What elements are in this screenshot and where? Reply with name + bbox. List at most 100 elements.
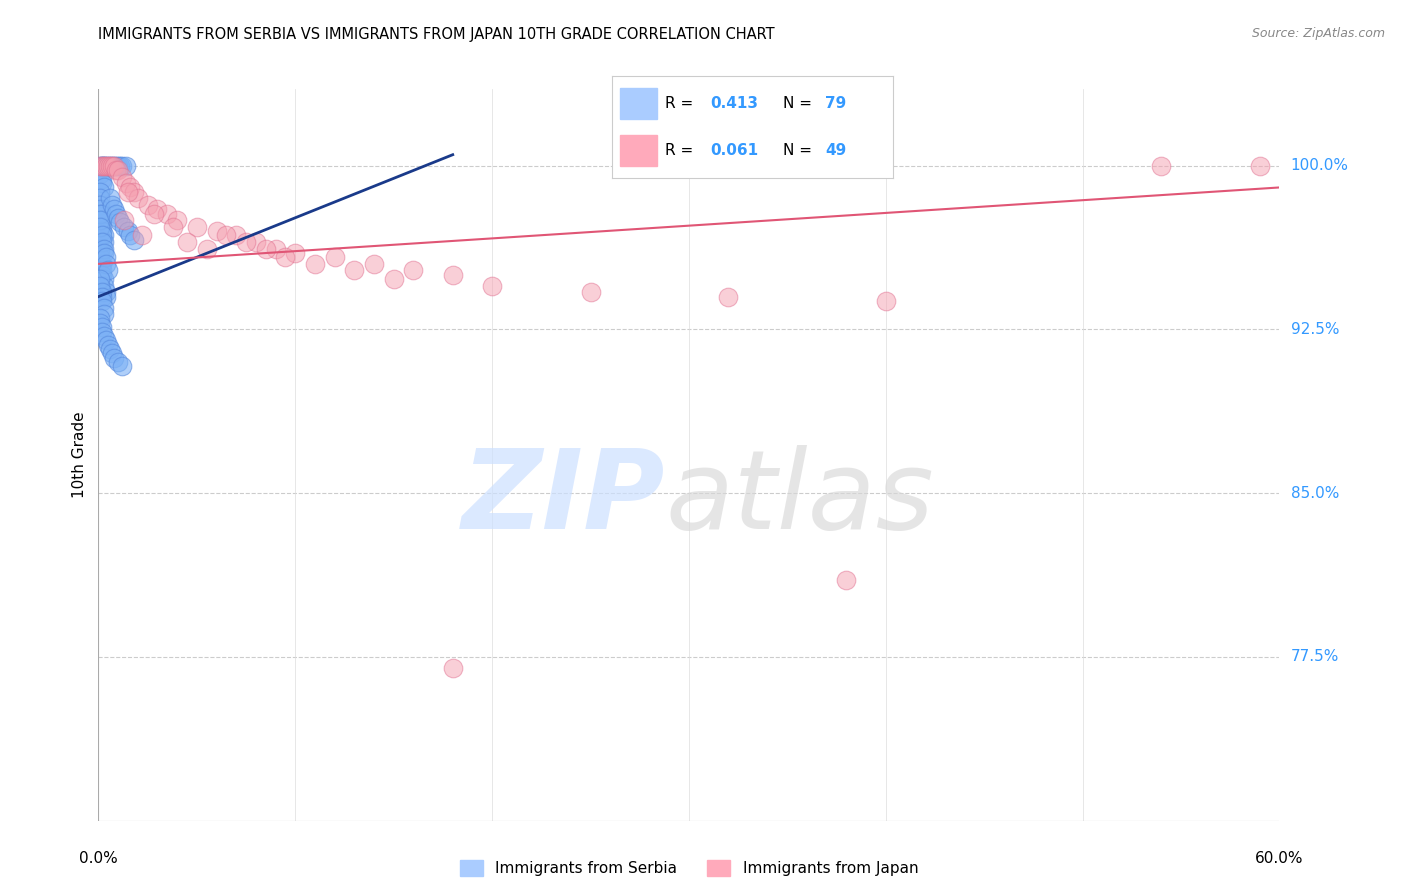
Point bbox=[103, 351, 125, 365]
Point bbox=[93, 278, 115, 293]
Text: 60.0%: 60.0% bbox=[1256, 851, 1303, 866]
Point bbox=[105, 159, 128, 173]
Text: 100.0%: 100.0% bbox=[1291, 158, 1348, 173]
Text: N =: N = bbox=[783, 96, 817, 111]
Point bbox=[107, 159, 129, 173]
Point bbox=[875, 293, 897, 308]
Point bbox=[105, 163, 128, 178]
Point bbox=[103, 159, 125, 173]
Point bbox=[122, 233, 145, 247]
Point bbox=[343, 263, 366, 277]
Point bbox=[96, 250, 118, 264]
Point bbox=[91, 207, 114, 221]
Point bbox=[91, 159, 114, 173]
Point bbox=[142, 207, 165, 221]
Point bbox=[166, 213, 188, 227]
Point bbox=[91, 219, 114, 234]
Legend: Immigrants from Serbia, Immigrants from Japan: Immigrants from Serbia, Immigrants from … bbox=[454, 855, 924, 882]
Point bbox=[93, 180, 115, 194]
Point bbox=[96, 257, 118, 271]
Point bbox=[98, 159, 121, 173]
Point bbox=[98, 342, 121, 356]
Text: IMMIGRANTS FROM SERBIA VS IMMIGRANTS FROM JAPAN 10TH GRADE CORRELATION CHART: IMMIGRANTS FROM SERBIA VS IMMIGRANTS FRO… bbox=[98, 27, 775, 42]
Point bbox=[111, 359, 134, 374]
Point bbox=[89, 242, 111, 256]
Point bbox=[93, 242, 115, 256]
Point bbox=[441, 661, 464, 675]
Point bbox=[89, 202, 111, 217]
Point bbox=[111, 169, 134, 184]
Point bbox=[245, 235, 267, 249]
Point bbox=[107, 355, 129, 369]
Point bbox=[93, 228, 115, 243]
Point bbox=[98, 159, 121, 173]
Point bbox=[89, 250, 111, 264]
Point bbox=[274, 250, 297, 264]
Point bbox=[101, 159, 124, 173]
Point bbox=[112, 213, 135, 227]
Point bbox=[101, 346, 124, 360]
Point bbox=[195, 242, 218, 256]
Text: 0.413: 0.413 bbox=[710, 96, 758, 111]
Point bbox=[91, 268, 114, 282]
Point bbox=[481, 278, 503, 293]
Point bbox=[93, 235, 115, 249]
Point bbox=[89, 278, 111, 293]
Point bbox=[91, 320, 114, 334]
Point bbox=[91, 285, 114, 300]
Point bbox=[98, 191, 121, 205]
Point bbox=[1150, 159, 1173, 173]
Point bbox=[136, 198, 159, 212]
Text: R =: R = bbox=[665, 96, 699, 111]
Point bbox=[176, 235, 198, 249]
Point bbox=[122, 185, 145, 199]
Point bbox=[254, 242, 277, 256]
Point bbox=[111, 159, 134, 173]
Point bbox=[186, 219, 208, 234]
Point bbox=[284, 246, 307, 260]
Bar bbox=[620, 88, 657, 119]
Point bbox=[835, 574, 858, 588]
Point bbox=[112, 219, 135, 234]
Point bbox=[97, 337, 120, 351]
Point bbox=[91, 290, 114, 304]
Y-axis label: 10th Grade: 10th Grade bbox=[72, 411, 87, 499]
Point bbox=[117, 224, 139, 238]
Point bbox=[93, 301, 115, 315]
Point bbox=[89, 219, 111, 234]
Point bbox=[323, 250, 346, 264]
Text: 92.5%: 92.5% bbox=[1291, 322, 1339, 337]
Point bbox=[108, 215, 131, 229]
Point bbox=[91, 224, 114, 238]
Point bbox=[89, 163, 111, 178]
Point bbox=[89, 167, 111, 181]
Point bbox=[93, 159, 115, 173]
Text: ZIP: ZIP bbox=[461, 445, 665, 552]
Point bbox=[91, 171, 114, 186]
Point bbox=[89, 213, 111, 227]
Point bbox=[91, 257, 114, 271]
Point bbox=[89, 198, 111, 212]
Point bbox=[225, 228, 247, 243]
Text: 79: 79 bbox=[825, 96, 846, 111]
Point bbox=[108, 159, 131, 173]
Point bbox=[91, 159, 114, 173]
Point bbox=[96, 159, 118, 173]
Point bbox=[93, 159, 115, 173]
Point bbox=[118, 228, 141, 243]
Text: 0.061: 0.061 bbox=[710, 144, 758, 158]
Point bbox=[101, 159, 124, 173]
Point bbox=[91, 325, 114, 339]
Point bbox=[89, 159, 111, 173]
Point bbox=[117, 185, 139, 199]
Text: 49: 49 bbox=[825, 144, 846, 158]
Point bbox=[103, 159, 125, 173]
Point bbox=[97, 263, 120, 277]
Point bbox=[91, 293, 114, 308]
Point bbox=[156, 207, 179, 221]
Point bbox=[89, 159, 111, 173]
Point bbox=[162, 219, 184, 234]
Text: 77.5%: 77.5% bbox=[1291, 649, 1339, 665]
Text: atlas: atlas bbox=[665, 445, 934, 552]
Point bbox=[264, 242, 287, 256]
